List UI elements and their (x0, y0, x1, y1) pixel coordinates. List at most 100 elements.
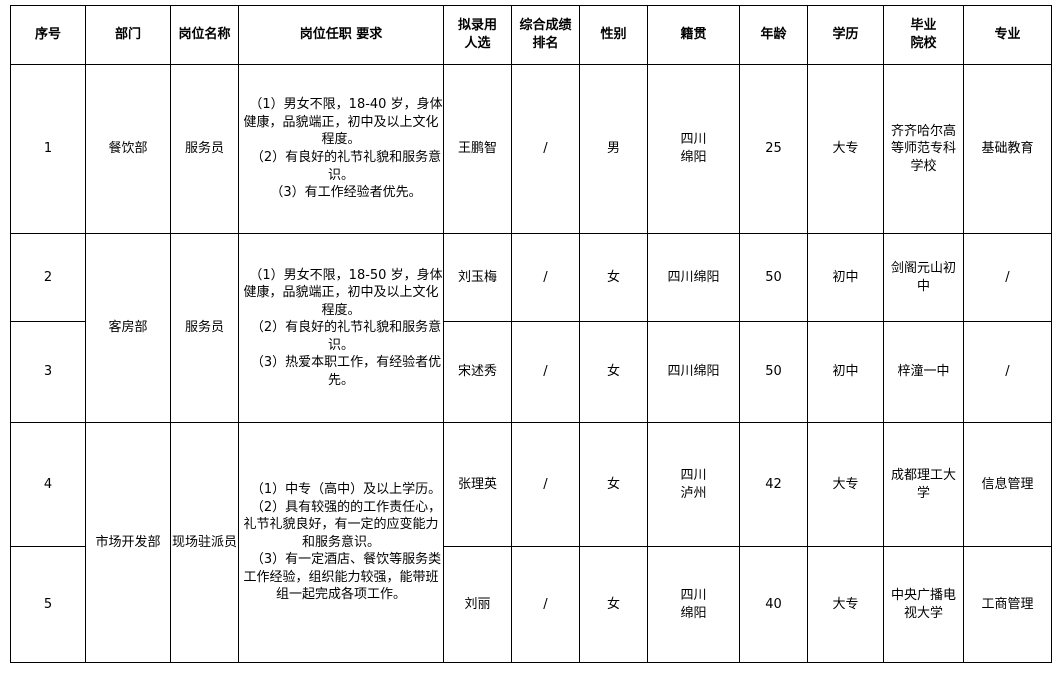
cell-major: 工商管理 (963, 546, 1052, 663)
column-header-rank: 综合成绩 排名 (511, 5, 580, 65)
cell-school: 成都理工大 学 (883, 422, 964, 547)
cell-origin-line: 泸州 (680, 485, 707, 501)
cell-seq: 5 (10, 546, 86, 663)
requirement-line: （3）有一定酒店、餐饮等服务类 (250, 552, 442, 568)
column-header-requirements: 岗位任职 要求 (238, 5, 444, 65)
cell-seq: 1 (10, 64, 86, 234)
cell-position: 服务员 (170, 233, 239, 423)
table-header-row: 序号 部门 岗位名称 岗位任职 要求 拟录用 人选 综合成绩 排名 性别 籍贯 … (10, 5, 1052, 65)
cell-school-line: 齐齐哈尔高 (890, 123, 956, 139)
cell-department: 市场开发部 (85, 422, 171, 663)
table-row: 2 客房部 服务员 （1）男女不限，18-50 岁，身体 健康，品貌端正，初中及… (10, 233, 1052, 423)
cell-candidate: 张理英 (443, 422, 512, 547)
cell-requirements: （1）男女不限，18-50 岁，身体 健康，品貌端正，初中及以上文化 程度。 （… (238, 233, 444, 423)
requirement-line: （1）男女不限，18-40 岁，身体 (249, 97, 443, 113)
cell-education: 大专 (807, 64, 884, 234)
requirement-line: 程度。 (321, 132, 361, 148)
cell-school-line: 成都理工大 (890, 467, 956, 483)
cell-origin-line: 绵阳 (680, 605, 707, 621)
cell-rank: / (511, 422, 580, 547)
cell-candidate: 宋述秀 (443, 321, 512, 423)
requirement-line: （1）男女不限，18-50 岁，身体 (249, 267, 443, 283)
cell-origin: 四川绵阳 (647, 233, 740, 322)
cell-school: 梓潼一中 (883, 321, 964, 423)
cell-school-line: 梓潼一中 (897, 364, 950, 380)
column-header-rank-line-1: 综合成绩 (519, 18, 572, 34)
column-header-school: 毕业 院校 (883, 5, 964, 65)
column-header-gender: 性别 (579, 5, 648, 65)
cell-candidate: 刘丽 (443, 546, 512, 663)
cell-school-line: 学校 (910, 158, 937, 174)
cell-origin-line: 四川 (680, 132, 707, 148)
cell-origin-line: 四川绵阳 (667, 364, 720, 380)
cell-origin: 四川 泸州 (647, 422, 740, 547)
cell-origin-line: 四川 (680, 467, 707, 483)
table-row: 5 刘丽 / 女 四川 绵阳 40 大专 中央广播电 视大学 工商管理 (10, 546, 1052, 663)
cell-seq: 2 (10, 233, 86, 322)
column-header-candidate: 拟录用 人选 (443, 5, 512, 65)
requirement-line: （2）有良好的礼节礼貌和服务意 (250, 320, 442, 336)
column-header-position: 岗位名称 (170, 5, 239, 65)
requirement-line: （1）中专（高中）及以上学历。 (250, 482, 442, 498)
requirement-line: （3）热爱本职工作，有经验者优 (250, 355, 442, 371)
cell-school-line: 中央广播电 (890, 587, 956, 603)
cell-school-line: 学 (916, 485, 930, 501)
cell-origin-line: 四川 (680, 587, 707, 603)
table-row: 1 餐饮部 服务员 （1）男女不限，18-40 岁，身体 健康，品貌端正，初中及… (10, 64, 1052, 234)
cell-age: 50 (739, 321, 808, 423)
cell-education: 初中 (807, 321, 884, 423)
column-header-school-line-2: 院校 (910, 36, 937, 51)
cell-rank: / (511, 64, 580, 234)
cell-education: 大专 (807, 546, 884, 663)
requirement-line: （2）有良好的礼节礼貌和服务意 (250, 150, 442, 165)
requirement-line: （3）有工作经验者优先。 (270, 185, 422, 201)
cell-age: 40 (739, 546, 808, 663)
column-header-candidate-line-2: 人选 (464, 36, 491, 51)
requirement-line: 礼节礼貌良好，有一定的应变能力 (243, 517, 439, 533)
cell-candidate: 刘玉梅 (443, 233, 512, 322)
cell-origin: 四川 绵阳 (647, 546, 740, 663)
cell-requirements: （1）男女不限，18-40 岁，身体 健康，品貌端正，初中及以上文化 程度。 （… (238, 64, 444, 234)
requirement-line: 识。 (327, 167, 354, 183)
cell-gender: 女 (579, 321, 648, 423)
cell-seq: 4 (10, 422, 86, 547)
cell-requirements: （1）中专（高中）及以上学历。 （2）具有较强的的工作责任心， 礼节礼貌良好，有… (238, 422, 444, 663)
requirement-line: 和服务意识。 (301, 534, 380, 550)
cell-school: 齐齐哈尔高 等师范专科 学校 (883, 64, 964, 234)
cell-candidate: 王鹏智 (443, 64, 512, 234)
cell-origin: 四川绵阳 (647, 321, 740, 423)
cell-age: 42 (739, 422, 808, 547)
cell-major: 信息管理 (963, 422, 1052, 547)
table-row: 3 宋述秀 / 女 四川绵阳 50 初中 梓潼一中 / (10, 321, 1052, 423)
cell-seq: 3 (10, 321, 86, 423)
column-header-candidate-line-1: 拟录用 (457, 18, 497, 34)
cell-major: / (963, 233, 1052, 322)
requirement-line: （2）具有较强的的工作责任心， (250, 499, 442, 515)
cell-department: 餐饮部 (85, 64, 171, 234)
cell-position: 服务员 (170, 64, 239, 234)
column-header-rank-line-2: 排名 (532, 36, 559, 51)
cell-gender: 男 (579, 64, 648, 234)
column-header-major: 专业 (963, 5, 1052, 65)
recruitment-table-sheet: 序号 部门 岗位名称 岗位任职 要求 拟录用 人选 综合成绩 排名 性别 籍贯 … (10, 5, 1052, 663)
cell-department: 客房部 (85, 233, 171, 423)
cell-school-line: 等师范专科 (890, 141, 956, 157)
recruitment-table: 序号 部门 岗位名称 岗位任职 要求 拟录用 人选 综合成绩 排名 性别 籍贯 … (10, 5, 1052, 663)
column-header-seq: 序号 (10, 5, 86, 65)
column-header-school-line-1: 毕业 (910, 18, 937, 34)
cell-rank: / (511, 233, 580, 322)
column-header-dept: 部门 (85, 5, 171, 65)
column-header-education: 学历 (807, 5, 884, 65)
requirement-line: 识。 (327, 337, 354, 353)
cell-age: 25 (739, 64, 808, 234)
cell-origin-line: 四川绵阳 (667, 269, 720, 285)
requirement-line: 程度。 (321, 302, 361, 318)
cell-education: 初中 (807, 233, 884, 322)
cell-major: 基础教育 (963, 64, 1052, 234)
cell-school-line: 视大学 (903, 605, 943, 621)
cell-gender: 女 (579, 546, 648, 663)
cell-major: / (963, 321, 1052, 423)
table-row: 4 市场开发部 现场驻派员 （1）中专（高中）及以上学历。 （2）具有较强的的工… (10, 422, 1052, 663)
cell-gender: 女 (579, 233, 648, 322)
cell-school-line: 中 (916, 278, 930, 294)
